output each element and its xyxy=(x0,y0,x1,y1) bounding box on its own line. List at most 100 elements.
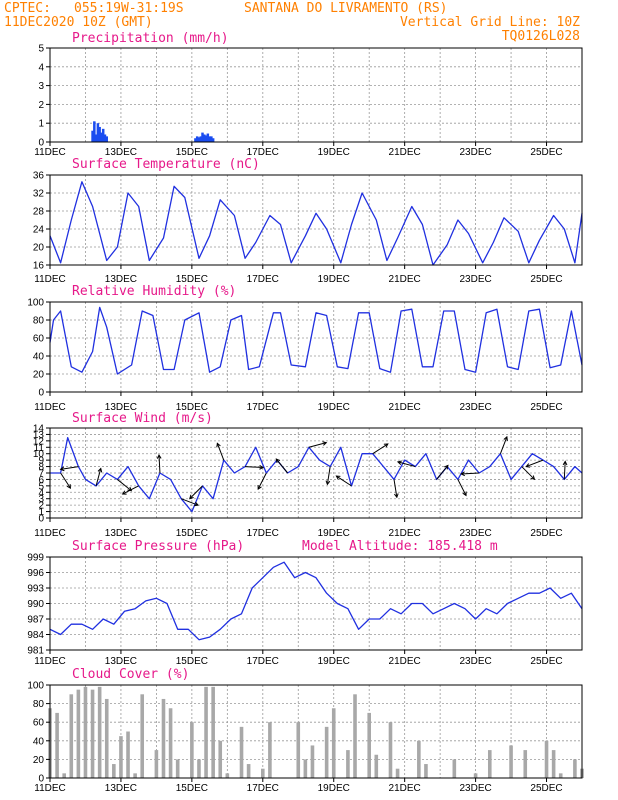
cloud-cover-bar xyxy=(487,750,492,778)
x-tick-label: 23DEC xyxy=(459,656,491,667)
wind-arrow-head xyxy=(194,501,200,507)
y-tick-label: 999 xyxy=(27,553,44,564)
cloud-cover-bar xyxy=(197,759,201,778)
x-tick-label: 23DEC xyxy=(459,274,491,285)
y-tick-label: 0 xyxy=(38,774,44,785)
wind-arrow-head xyxy=(394,493,399,499)
cloud-cover-bar xyxy=(76,689,81,778)
precipitation-bar xyxy=(197,137,201,142)
cloud-cover-bar xyxy=(211,686,215,778)
wind-arrow-head xyxy=(383,443,389,448)
wind-arrow xyxy=(461,472,480,475)
x-tick-label: 19DEC xyxy=(318,783,350,794)
x-tick-label: 17DEC xyxy=(247,402,279,413)
wind-arrow-head xyxy=(335,475,341,480)
x-tick-label: 13DEC xyxy=(105,656,137,667)
wind-arrow-head xyxy=(396,460,402,466)
y-tick-label: 100 xyxy=(27,298,44,309)
precipitation-bar xyxy=(208,136,211,142)
x-tick-label: 13DEC xyxy=(105,147,137,158)
wind-arrow xyxy=(257,472,267,490)
precipitation-bar xyxy=(93,121,96,142)
x-tick-label: 11DEC xyxy=(34,656,66,667)
x-tick-label: 19DEC xyxy=(318,402,350,413)
cloud-cover-bar xyxy=(168,708,173,778)
cloud-cover-bar xyxy=(303,759,308,778)
y-tick-label: 9 xyxy=(38,456,44,467)
wind-arrow-head xyxy=(97,467,103,473)
precipitation-bar xyxy=(100,132,103,142)
cloud-cover-frame xyxy=(49,684,583,779)
header-run-date: 11DEC2020 10Z (GMT) xyxy=(4,15,153,30)
pressure-series-line xyxy=(49,561,583,641)
cloud-cover-bar xyxy=(119,736,123,778)
precipitation-bar xyxy=(206,133,210,142)
precipitation-bar xyxy=(101,128,105,142)
x-tick-label: 13DEC xyxy=(105,274,137,285)
x-tick-label: 21DEC xyxy=(389,147,421,158)
wind-arrow-head xyxy=(325,480,331,486)
precipitation-bar xyxy=(203,134,206,142)
temperature-panel: 16 20 24 28 32 36 11DEC 13DEC 15DEC 17DEC 19DEC 21D… xyxy=(33,157,583,285)
x-tick-label: 13DEC xyxy=(105,528,137,539)
header-source: CPTEC: xyxy=(4,1,51,16)
wind-arrow xyxy=(436,465,449,480)
y-tick-label: 7 xyxy=(38,469,44,480)
precipitation-bar xyxy=(91,130,94,142)
cloud-cover-bar xyxy=(90,689,95,778)
precipitation-bar xyxy=(103,134,107,142)
x-tick-label: 23DEC xyxy=(459,528,491,539)
y-tick-label: 981 xyxy=(27,646,44,657)
wind-arrow xyxy=(521,466,535,480)
precipitation-bar xyxy=(201,132,204,142)
wind-arrow xyxy=(326,466,331,485)
cloud-cover-bar xyxy=(558,773,563,778)
x-tick-label: 11DEC xyxy=(34,402,66,413)
cloud-cover-bar xyxy=(225,773,230,778)
cloud-cover-bar xyxy=(374,754,379,778)
y-tick-label: 993 xyxy=(27,584,44,595)
cloud-cover-bar xyxy=(126,731,130,778)
y-tick-label: 4 xyxy=(38,488,44,499)
cloud-cover-bar xyxy=(246,764,251,778)
x-tick-label: 21DEC xyxy=(389,783,421,794)
cloud-cover-bar xyxy=(310,745,315,778)
wind-arrow-head xyxy=(66,484,72,489)
precipitation-bar xyxy=(199,136,202,142)
cloud-cover-bar xyxy=(218,740,223,778)
x-tick-label: 13DEC xyxy=(105,783,137,794)
wind-arrow xyxy=(563,461,566,480)
x-tick-label: 25DEC xyxy=(530,147,562,158)
wind-arrow-head xyxy=(121,490,127,495)
wind-arrow-head xyxy=(127,486,133,492)
wind-arrow xyxy=(95,468,102,486)
x-tick-label: 23DEC xyxy=(459,402,491,413)
x-tick-label: 17DEC xyxy=(247,783,279,794)
y-tick-label: 996 xyxy=(27,568,44,579)
precipitation-bar xyxy=(194,138,197,142)
cloud-cover-bar xyxy=(388,722,393,778)
x-tick-label: 11DEC xyxy=(34,783,66,794)
y-tick-label: 987 xyxy=(27,615,44,626)
cloud-cover-bar xyxy=(55,712,59,778)
cloud-cover-bar xyxy=(331,708,336,778)
y-tick-label: 60 xyxy=(33,334,45,345)
cloud-cover-bar xyxy=(417,740,421,778)
wind-arrow xyxy=(308,442,327,448)
header-model: TQ0126L028 xyxy=(502,29,580,44)
cloud-cover-bar xyxy=(353,694,357,778)
temperature-title: Surface Temperature (nC) xyxy=(72,157,260,172)
humidity-frame xyxy=(49,301,583,393)
y-tick-label: 10 xyxy=(33,449,45,460)
cloud-cover-bar xyxy=(239,726,244,778)
wind-arrow xyxy=(117,479,132,492)
cloud-cover-bar xyxy=(204,686,208,778)
wind-arrow xyxy=(60,472,71,489)
y-tick-label: 20 xyxy=(33,243,45,254)
cloud-cover-bar xyxy=(69,694,74,778)
y-tick-label: 6 xyxy=(38,475,44,486)
y-tick-label: 2 xyxy=(38,501,44,512)
wind-arrow xyxy=(397,461,416,468)
y-tick-label: 990 xyxy=(27,599,44,610)
